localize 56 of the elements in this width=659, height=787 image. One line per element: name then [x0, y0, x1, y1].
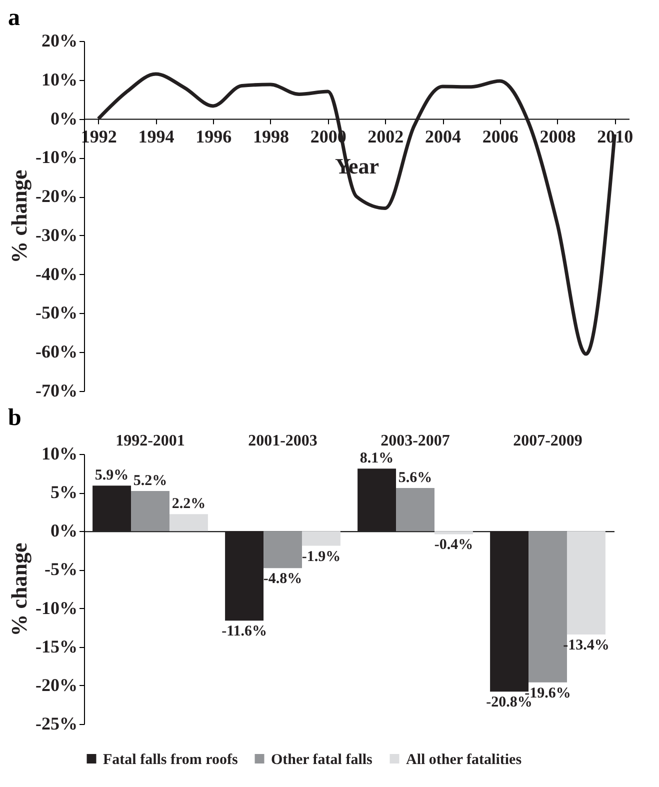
y-tick-label: 10%: [42, 444, 78, 464]
bar: [358, 468, 396, 532]
y-tick-label: 5%: [50, 482, 78, 502]
x-tick-label: 1992-2001: [116, 432, 185, 450]
y-tick-label: -30%: [36, 224, 78, 245]
x-tick-label: 1994: [138, 126, 174, 146]
y-tick-label: -40%: [36, 264, 78, 284]
bar: [225, 531, 264, 621]
x-tick-label: 2003-2007: [380, 432, 450, 450]
y-tick-label: -10%: [36, 147, 78, 168]
y-tick-label: -10%: [36, 598, 78, 618]
bar: [92, 486, 132, 532]
bar: [566, 531, 606, 635]
y-tick-label: -70%: [36, 380, 78, 400]
data-label: 5.2%: [133, 473, 168, 490]
y-tick-label: -15%: [36, 636, 78, 656]
y-tick-label: 0%: [50, 108, 78, 128]
chart-title: b: [8, 405, 22, 431]
x-tick-label: 2001-2003: [248, 432, 318, 450]
x-tick-label: 1996: [196, 126, 232, 146]
chart-title: a: [8, 5, 20, 31]
x-tick-label: 2007-2009: [513, 432, 582, 450]
data-label: 8.1%: [360, 450, 394, 467]
x-tick-label: 1998: [252, 126, 289, 146]
data-label: 5.6%: [398, 470, 432, 486]
y-tick-label: 20%: [42, 30, 78, 50]
y-tick-label: -20%: [36, 186, 78, 206]
data-label: -13.4%: [563, 638, 610, 654]
bar: [302, 531, 340, 546]
y-tick-label: 0%: [50, 520, 78, 541]
data-label: 5.9%: [94, 468, 129, 484]
y-tick-label: -25%: [36, 714, 78, 734]
legend-label: All other fatalities: [406, 752, 522, 768]
bar: [264, 531, 302, 568]
legend-label: Other fatal falls: [271, 752, 373, 768]
x-tick-label: 2002: [368, 126, 404, 146]
bar: [169, 514, 208, 532]
data-label: -4.8%: [263, 571, 302, 588]
x-tick-label: 2006: [482, 126, 518, 146]
y-tick-label: 10%: [42, 69, 78, 90]
data-label: -0.4%: [434, 537, 474, 554]
x-tick-label: 2004: [425, 126, 462, 146]
y-axis-title: % change: [6, 542, 32, 636]
y-tick-label: -20%: [36, 674, 78, 695]
y-tick-label: -50%: [36, 302, 78, 323]
bar: [131, 491, 170, 532]
legend-label: Fatal falls from roofs: [103, 752, 238, 768]
y-tick-label: -5%: [44, 559, 78, 580]
data-label: 2.2%: [172, 496, 206, 512]
bar: [434, 531, 473, 534]
bar: [396, 488, 434, 532]
x-tick-label: 2008: [540, 126, 576, 146]
data-label: -11.6%: [222, 624, 267, 640]
y-axis-title: % change: [6, 170, 32, 264]
y-tick-label: -60%: [36, 342, 78, 362]
data-label: -1.9%: [302, 548, 341, 565]
